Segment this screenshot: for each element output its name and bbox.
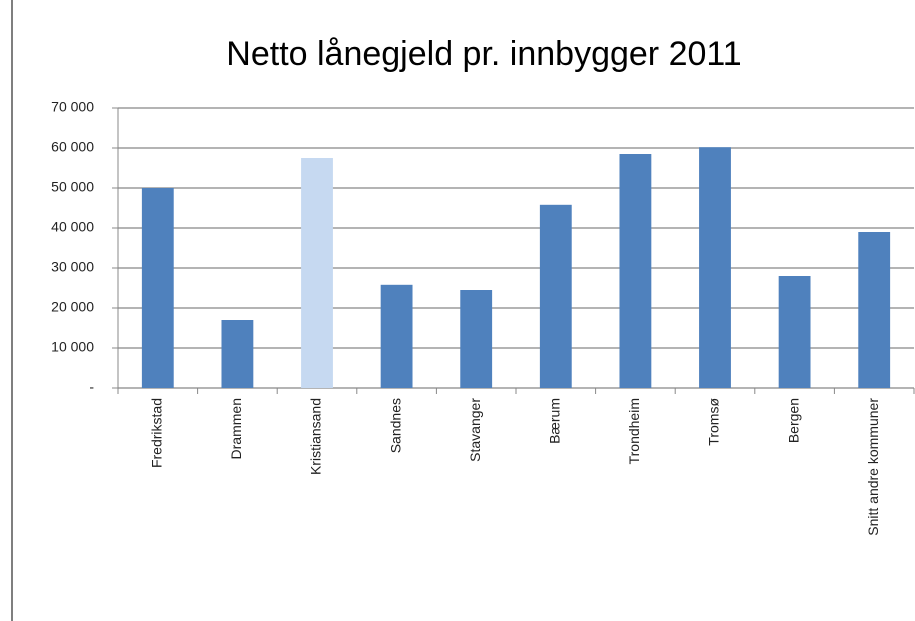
x-tick-label: Bærum [547,398,563,444]
x-tick-label: Drammen [228,398,244,459]
y-tick-label: 10 000 [51,339,94,355]
y-tick-label: 50 000 [51,179,94,195]
x-tick-label: Bergen [785,398,801,443]
x-tick-label: Tromsø [706,398,722,446]
y-tick-label: 60 000 [51,139,94,155]
x-tick-label: Kristiansand [308,398,324,475]
y-tick-label: 40 000 [51,219,94,235]
bar [460,290,493,388]
y-tick-label: - [89,379,94,395]
y-tick-label: 30 000 [51,259,94,275]
bar [380,284,413,388]
bar [619,154,652,388]
bar [301,158,333,388]
bar [858,232,891,388]
x-tick-label: Snitt andre kommuner [865,398,881,536]
x-tick-label: Sandnes [387,398,403,453]
x-tick-label: Fredrikstad [149,398,165,468]
bar [539,204,572,388]
y-tick-label: 70 000 [51,99,94,115]
y-tick-label: 20 000 [51,299,94,315]
bar [699,147,731,388]
bar [778,276,811,388]
bar [221,320,254,388]
x-tick-label: Stavanger [467,398,483,462]
x-tick-label: Trondheim [626,398,642,464]
chart-title: Netto lånegjeld pr. innbygger 2011 [226,35,741,73]
bar [141,188,174,388]
